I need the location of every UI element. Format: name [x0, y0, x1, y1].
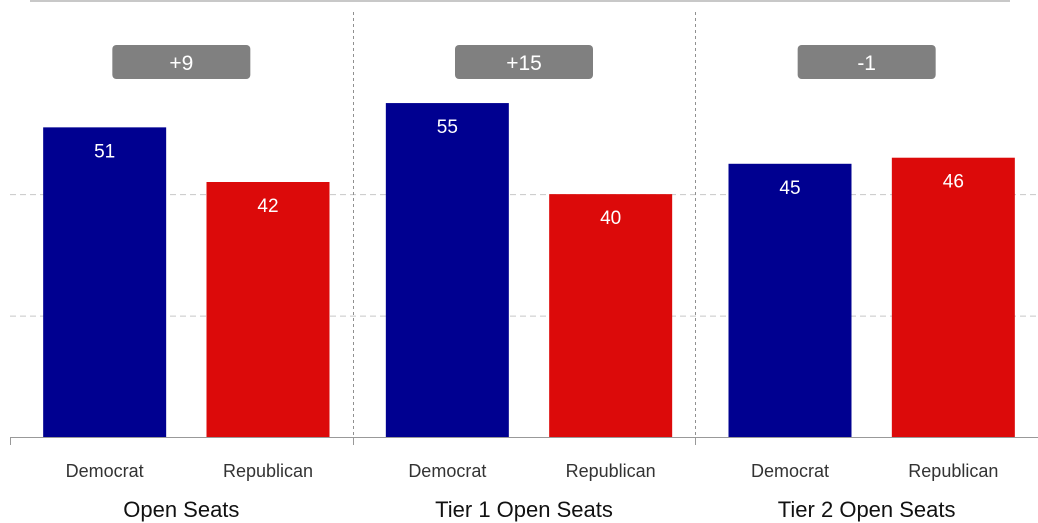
- bar-value-label: 46: [943, 172, 964, 193]
- group-dividers: [353, 12, 696, 445]
- difference-badge-label: -1: [857, 52, 876, 75]
- group-label: Open Seats: [123, 497, 239, 522]
- category-tick-label: Democrat: [66, 461, 144, 481]
- difference-badge: [455, 45, 593, 79]
- bar-value-label: 40: [600, 208, 621, 229]
- bar-republican-1: [206, 182, 330, 437]
- bar-democrat-2: [385, 103, 509, 438]
- difference-badge-label: +15: [506, 52, 542, 75]
- bar-republican-2: [549, 194, 673, 437]
- category-tick-label: Democrat: [408, 461, 486, 481]
- bar-republican-3: [891, 157, 1015, 437]
- x-axis: Democrat Republican Open Seats Democrat Repu…: [10, 437, 1038, 522]
- group-label: Tier 1 Open Seats: [435, 497, 613, 522]
- bar-value-label: 42: [257, 196, 278, 217]
- gridlines: [10, 194, 1038, 317]
- difference-badge-label: +9: [169, 52, 193, 75]
- category-tick-label: Democrat: [751, 461, 829, 481]
- category-tick-label: Republican: [223, 461, 313, 481]
- difference-badge: [112, 45, 251, 79]
- group-label: Tier 2 Open Seats: [778, 497, 956, 522]
- bar-value-label: 55: [437, 117, 458, 138]
- bar-value-label: 45: [779, 178, 800, 199]
- difference-badge: [797, 45, 936, 79]
- bar-value-label: 51: [94, 141, 115, 162]
- difference-badges: +9 +15 -1: [112, 45, 936, 79]
- category-tick-label: Republican: [566, 461, 656, 481]
- bar-democrat-1: [43, 127, 167, 437]
- category-tick-label: Republican: [908, 461, 998, 481]
- bar-democrat-3: [728, 163, 852, 438]
- bars: 51 42 55 40 45 46: [43, 103, 1015, 438]
